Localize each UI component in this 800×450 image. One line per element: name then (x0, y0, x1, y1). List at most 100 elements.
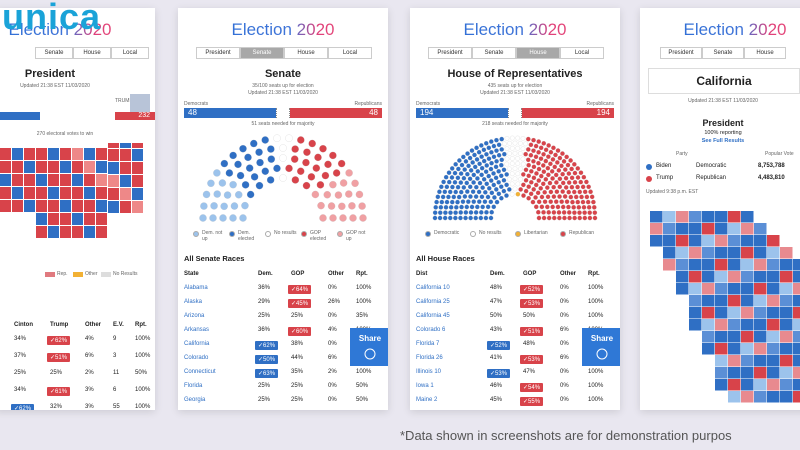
seat (329, 180, 337, 189)
county (702, 235, 715, 247)
share-button[interactable]: Share (350, 328, 388, 366)
seat (572, 215, 577, 221)
map-region (108, 175, 119, 187)
footnote: *Data shown in screenshots are for demon… (400, 428, 732, 443)
seat (480, 185, 485, 190)
county (650, 235, 663, 247)
seat (530, 199, 536, 205)
seat (541, 215, 547, 221)
county (741, 355, 754, 367)
seat (291, 176, 300, 184)
seat (555, 160, 560, 165)
cell: 100% (135, 404, 151, 410)
tab[interactable]: Senate (240, 47, 284, 59)
seat (564, 154, 569, 160)
seat (539, 204, 545, 210)
row-label: Florida (184, 383, 203, 389)
seat (521, 193, 526, 198)
full-results-link[interactable]: See Full Results (701, 138, 745, 144)
seat (474, 184, 479, 190)
seat (489, 209, 494, 215)
cell: 6% (85, 353, 94, 359)
cell: 50% (356, 383, 369, 389)
tab[interactable]: President (660, 47, 702, 59)
cell: 4% (328, 327, 337, 333)
tab[interactable]: House (744, 47, 786, 59)
seat (479, 154, 484, 159)
seat (552, 164, 558, 170)
seat (523, 178, 529, 183)
seat (439, 199, 445, 205)
county (689, 223, 702, 235)
tab[interactable]: Senate (472, 47, 516, 59)
seat (541, 141, 547, 146)
seat (469, 148, 475, 153)
map-region (0, 187, 11, 199)
tab[interactable]: House (73, 47, 111, 59)
tab[interactable]: Senate (702, 47, 744, 59)
county (728, 295, 741, 307)
county (689, 283, 702, 295)
seat (470, 160, 475, 165)
tab[interactable]: Local (560, 47, 604, 59)
seat (489, 190, 495, 196)
county (663, 259, 676, 271)
seat (291, 145, 299, 153)
seat (279, 154, 287, 162)
dem-bar: 194 (416, 108, 508, 118)
cell: 100% (135, 387, 151, 393)
county (767, 367, 780, 379)
county (793, 271, 800, 283)
map-region (108, 201, 119, 213)
seat (450, 184, 455, 190)
seat (551, 210, 557, 215)
tab[interactable]: Local (111, 47, 149, 59)
seat (509, 161, 515, 166)
map-region (60, 187, 71, 199)
graphic (432, 135, 598, 221)
seat (569, 166, 574, 172)
seat (266, 176, 275, 184)
seat (546, 172, 551, 178)
seat (520, 156, 526, 162)
row-label: Colorado (184, 355, 209, 361)
tab[interactable]: Local (328, 47, 372, 59)
county (676, 235, 689, 247)
cell: 48% (490, 285, 503, 291)
tab[interactable]: House (516, 47, 560, 59)
seat (460, 199, 466, 204)
county (676, 211, 689, 223)
seat (566, 204, 571, 210)
tab[interactable]: Senate (35, 47, 73, 59)
cell: ✓51% (47, 353, 71, 362)
seat (580, 199, 586, 205)
share-button[interactable]: Share (582, 328, 620, 366)
seat (467, 176, 473, 182)
seat (563, 167, 568, 172)
seat (455, 199, 460, 205)
seat (230, 202, 239, 210)
county (754, 235, 767, 247)
tab[interactable]: President (196, 47, 240, 59)
cell: 50% (523, 313, 536, 319)
map-region (0, 200, 11, 212)
seat (565, 162, 571, 168)
cell: 6% (328, 355, 337, 361)
tab[interactable]: House (284, 47, 328, 59)
seat (291, 155, 299, 163)
seat (502, 151, 507, 157)
tab[interactable]: President (428, 47, 472, 59)
seat (451, 194, 457, 200)
seat (446, 170, 452, 176)
cell: 0% (328, 285, 337, 291)
seat (491, 143, 497, 149)
cell: 3% (85, 404, 94, 410)
seat (486, 156, 492, 162)
seat (267, 145, 275, 153)
seat (488, 166, 494, 172)
seat (476, 199, 482, 204)
county (702, 283, 715, 295)
seat (483, 169, 489, 175)
seat (498, 173, 504, 179)
cell: ✓53% (520, 355, 544, 364)
